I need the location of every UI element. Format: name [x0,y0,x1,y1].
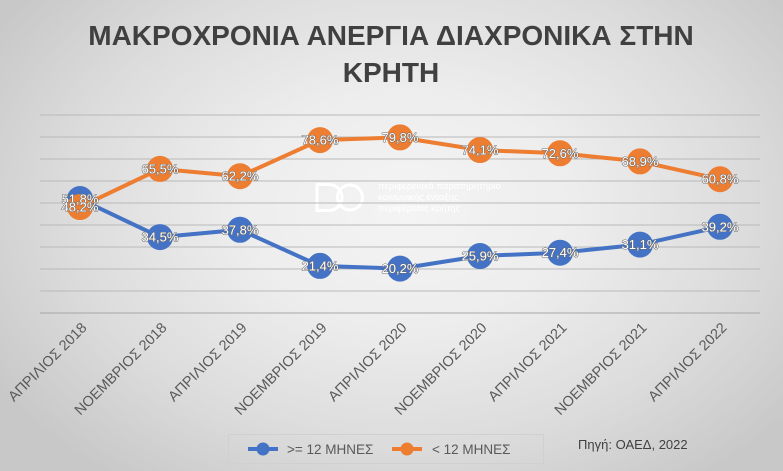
data-point-marker [147,224,173,251]
data-label: 20,2% [382,261,419,276]
watermark: περιφερειακό παρατηρητήριο κοινωνικής έν… [315,181,501,214]
legend-frame [228,434,544,464]
data-point-marker [707,166,733,193]
legend-swatch-marker [400,442,414,456]
watermark-line: περιφέρειας κρήτης [378,203,461,214]
data-point-marker [387,255,413,282]
source-note: Πηγή: ΟΑΕΔ, 2022 [578,437,688,452]
data-label: 79,8% [382,130,419,145]
series-0 [67,186,733,282]
data-label: 60,8% [702,172,739,187]
data-label: 27,4% [542,245,579,260]
data-point-marker [467,243,493,269]
legend-item: >= 12 ΜΗΝΕΣ [248,442,373,457]
x-tick-label: ΑΠΡΙΛΙΟΣ 2022 [645,320,730,405]
logo-circle-shape [336,183,364,212]
data-label: 34,5% [142,230,179,245]
x-tick-label: ΑΠΡΙΛΙΟΣ 2019 [165,320,250,405]
data-labels: 51,8% 34,5% 37,8% 21,4% 20,2% 25,9% 27,4% 31,1%… [61,129,739,276]
legend-item: < 12 ΜΗΝΕΣ [392,442,511,457]
x-tick-label: ΑΠΡΙΛΙΟΣ 2020 [325,320,410,405]
data-point-marker [307,127,333,154]
data-point-marker [67,194,93,220]
data-label: 68,9% [622,154,659,169]
data-point-marker [147,155,173,182]
data-point-marker [707,213,733,240]
data-label: 39,2% [702,219,739,234]
legend-label: >= 12 ΜΗΝΕΣ [287,442,373,457]
data-label: 74,1% [462,143,499,158]
data-label: 65,5% [142,161,179,176]
data-point-marker [387,124,413,151]
data-point-marker [307,252,333,279]
watermark-line: περιφερειακό παρατηρητήριο [378,181,501,192]
data-point-marker [627,231,653,258]
data-point-marker [627,148,653,175]
data-label: 31,1% [622,237,659,252]
data-point-marker [547,140,573,167]
legend: >= 12 ΜΗΝΕΣ < 12 ΜΗΝΕΣ [228,434,544,464]
x-tick-label: ΑΠΡΙΛΙΟΣ 2018 [5,320,90,405]
data-point-marker [547,239,573,266]
data-label: 37,8% [222,222,259,237]
data-label: 62,2% [222,169,259,184]
watermark-logo [315,183,364,212]
data-label: 51,8% [62,192,99,207]
watermark-line: κοινωνικής ένταξης [378,192,459,203]
logo-d-shape [315,183,344,212]
data-point-marker [467,137,493,163]
data-label: 78,6% [302,133,339,148]
chart-title: ΜΑΚΡΟΧΡΟΝΙΑ ΑΝΕΡΓΙΑ ΔΙΑΧΡΟΝΙΚΑ ΣΤΗΝ ΚΡΗΤ… [88,20,694,88]
data-label: 72,6% [542,146,579,161]
legend-swatch-marker [256,442,270,456]
data-label: 21,4% [302,258,339,273]
data-label: 48,2% [62,200,99,215]
data-point-marker [227,163,253,190]
data-point-marker [227,216,253,243]
x-tick-label: ΑΠΡΙΛΙΟΣ 2021 [485,320,570,405]
data-label: 25,9% [462,249,499,264]
series-1 [67,124,733,220]
legend-label: < 12 ΜΗΝΕΣ [432,442,511,457]
